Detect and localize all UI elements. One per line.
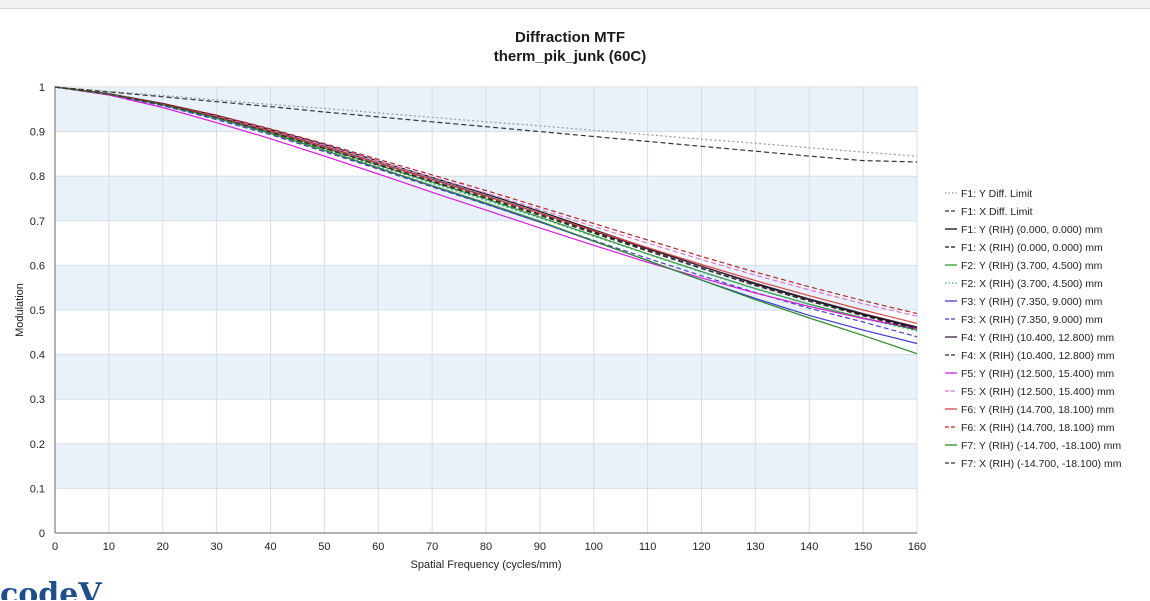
y-tick-label: 0 bbox=[39, 528, 45, 540]
series-line bbox=[54, 86, 918, 317]
y-tick-label: 0.5 bbox=[30, 305, 45, 317]
y-tick-label: 0.7 bbox=[30, 216, 45, 228]
legend-label: F3: X (RIH) (7.350, 9.000) mm bbox=[961, 314, 1103, 326]
legend-label: F6: X (RIH) (14.700, 18.100) mm bbox=[961, 422, 1115, 434]
x-tick-label: 60 bbox=[372, 541, 384, 553]
x-tick-label: 150 bbox=[854, 541, 872, 553]
legend: F1: Y Diff. Limit F1: X Diff. Limit F1: Y … bbox=[945, 188, 1122, 470]
series-line bbox=[54, 86, 918, 338]
x-tick-label: 20 bbox=[157, 541, 169, 553]
x-tick-label: 30 bbox=[211, 541, 223, 553]
x-tick-label: 100 bbox=[585, 541, 603, 553]
y-tick-label: 0.2 bbox=[30, 439, 45, 451]
series-line bbox=[54, 86, 918, 163]
x-tick-label: 40 bbox=[264, 541, 276, 553]
legend-label: F6: Y (RIH) (14.700, 18.100) mm bbox=[961, 404, 1114, 416]
x-axis-label: Spatial Frequency (cycles/mm) bbox=[411, 559, 562, 571]
legend-label: F2: Y (RIH) (3.700, 4.500) mm bbox=[961, 260, 1103, 272]
x-tick-label: 160 bbox=[908, 541, 926, 553]
series-line bbox=[54, 86, 918, 157]
chart-subtitle: therm_pik_junk (60C) bbox=[494, 48, 647, 65]
y-tick-label: 0.6 bbox=[30, 260, 45, 272]
series-line bbox=[54, 86, 918, 330]
y-tick-label: 0.9 bbox=[30, 127, 45, 139]
legend-label: F1: Y (RIH) (0.000, 0.000) mm bbox=[961, 224, 1103, 236]
legend-label: F7: Y (RIH) (-14.700, -18.100) mm bbox=[961, 440, 1121, 452]
x-tick-label: 10 bbox=[103, 541, 115, 553]
legend-label: F1: Y Diff. Limit bbox=[961, 188, 1032, 200]
x-tick-label: 110 bbox=[639, 541, 657, 553]
y-tick-label: 0.1 bbox=[30, 483, 45, 495]
legend-label: F5: Y (RIH) (12.500, 15.400) mm bbox=[961, 368, 1114, 380]
plot-axes bbox=[54, 87, 917, 534]
legend-label: F3: Y (RIH) (7.350, 9.000) mm bbox=[961, 296, 1103, 308]
series-line bbox=[54, 86, 918, 315]
x-tick-label: 120 bbox=[692, 541, 710, 553]
chart-title: Diffraction MTF bbox=[515, 29, 625, 46]
codev-logo: codeV bbox=[0, 577, 102, 600]
x-tick-label: 130 bbox=[746, 541, 764, 553]
y-axis-label: Modulation bbox=[14, 283, 26, 337]
tick-labels: 0 10 20 30 40 50 60 70 80 90 100 110 120 130 140 150 160… bbox=[30, 82, 926, 553]
legend-label: F7: X (RIH) (-14.700, -18.100) mm bbox=[961, 458, 1122, 470]
legend-label: F1: X (RIH) (0.000, 0.000) mm bbox=[961, 242, 1103, 254]
legend-label: F1: X Diff. Limit bbox=[961, 206, 1033, 218]
x-tick-label: 70 bbox=[426, 541, 438, 553]
series-line bbox=[54, 86, 918, 355]
x-tick-label: 50 bbox=[318, 541, 330, 553]
y-tick-label: 1 bbox=[39, 82, 45, 94]
legend-label: F4: X (RIH) (10.400, 12.800) mm bbox=[961, 350, 1115, 362]
series-line bbox=[54, 86, 918, 332]
y-tick-label: 0.4 bbox=[30, 350, 45, 362]
series-line bbox=[54, 86, 918, 331]
x-tick-label: 80 bbox=[480, 541, 492, 553]
plot-series bbox=[54, 86, 918, 355]
x-tick-label: 90 bbox=[534, 541, 546, 553]
y-tick-label: 0.8 bbox=[30, 171, 45, 183]
legend-label: F2: X (RIH) (3.700, 4.500) mm bbox=[961, 278, 1103, 290]
y-tick-label: 0.3 bbox=[30, 394, 45, 406]
legend-label: F5: X (RIH) (12.500, 15.400) mm bbox=[961, 386, 1115, 398]
x-tick-label: 0 bbox=[52, 541, 58, 553]
x-tick-label: 140 bbox=[800, 541, 818, 553]
legend-label: F4: Y (RIH) (10.400, 12.800) mm bbox=[961, 332, 1114, 344]
